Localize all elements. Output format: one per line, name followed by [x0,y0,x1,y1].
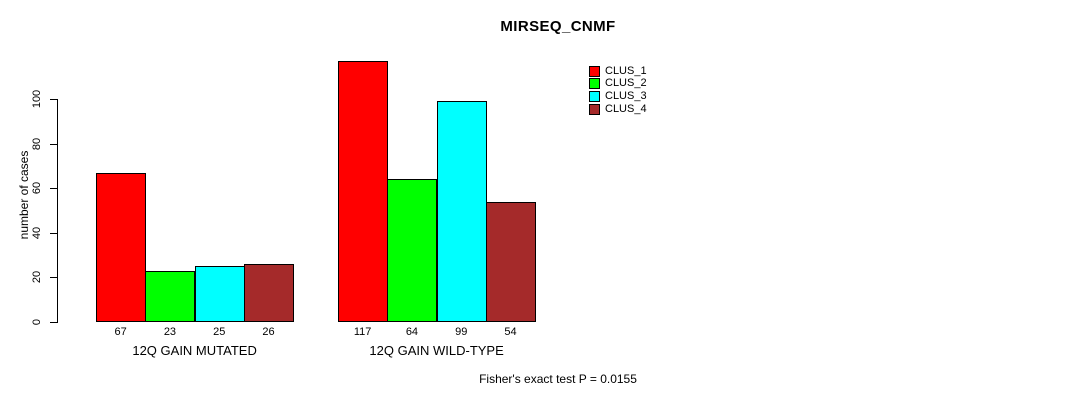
legend-item-clus_1: CLUS_1 [589,64,647,77]
bar-value-label: 99 [455,326,468,338]
y-axis-tick-label: 0 [31,318,43,326]
y-axis-tick [50,188,57,190]
legend-color-swatch [589,103,600,115]
bar-clus_1-2 [338,61,388,323]
y-axis-title: number of cases [17,150,31,240]
legend-label: CLUS_1 [605,64,647,77]
bar-value-label: 64 [405,326,419,338]
bar-value-label: 23 [163,326,177,338]
legend-item-clus_4: CLUS_4 [589,102,647,115]
legend-label: CLUS_3 [605,89,647,102]
legend-label: CLUS_4 [605,102,647,115]
bar-value-label: 26 [262,326,275,338]
annotation-text: Fisher's exact test P = 0.0155 [479,372,637,386]
bar-value-label: 25 [213,326,226,338]
y-axis-tick [50,99,57,100]
legend-color-swatch [589,78,600,90]
bar-clus_2-1 [145,270,195,322]
y-axis-tick [50,143,57,145]
legend-color-swatch [589,90,600,102]
legend-label: CLUS_2 [605,77,647,90]
chart-title: MIRSEQ_CNMF [500,18,616,35]
category-label: 12Q GAIN WILD-TYPE [369,343,504,358]
y-axis-tick [50,232,57,234]
y-axis-tick [50,277,57,279]
y-axis-tick-label: 60 [31,182,43,195]
y-axis-tick [50,322,57,323]
y-axis-tick-label: 100 [31,89,43,109]
legend-color-swatch [589,65,600,77]
legend-item-clus_3: CLUS_3 [589,89,647,102]
legend-item-clus_2: CLUS_2 [589,77,647,90]
bar-clus_4-2 [486,201,536,322]
y-axis-tick-label: 20 [31,271,43,284]
category-label: 12Q GAIN MUTATED [132,343,257,358]
bar-value-label: 67 [114,326,127,338]
bar-value-label: 117 [353,326,372,338]
bar-clus_3-1 [195,266,245,323]
y-axis-line [57,99,58,323]
y-axis-tick-label: 40 [31,226,43,239]
bar-clus_4-1 [244,264,294,323]
bar-clus_2-2 [387,179,437,323]
bar-clus_3-2 [437,101,487,323]
y-axis-tick-label: 80 [31,137,43,150]
bar-clus_1-1 [96,172,146,322]
bar-value-label: 54 [504,326,517,338]
